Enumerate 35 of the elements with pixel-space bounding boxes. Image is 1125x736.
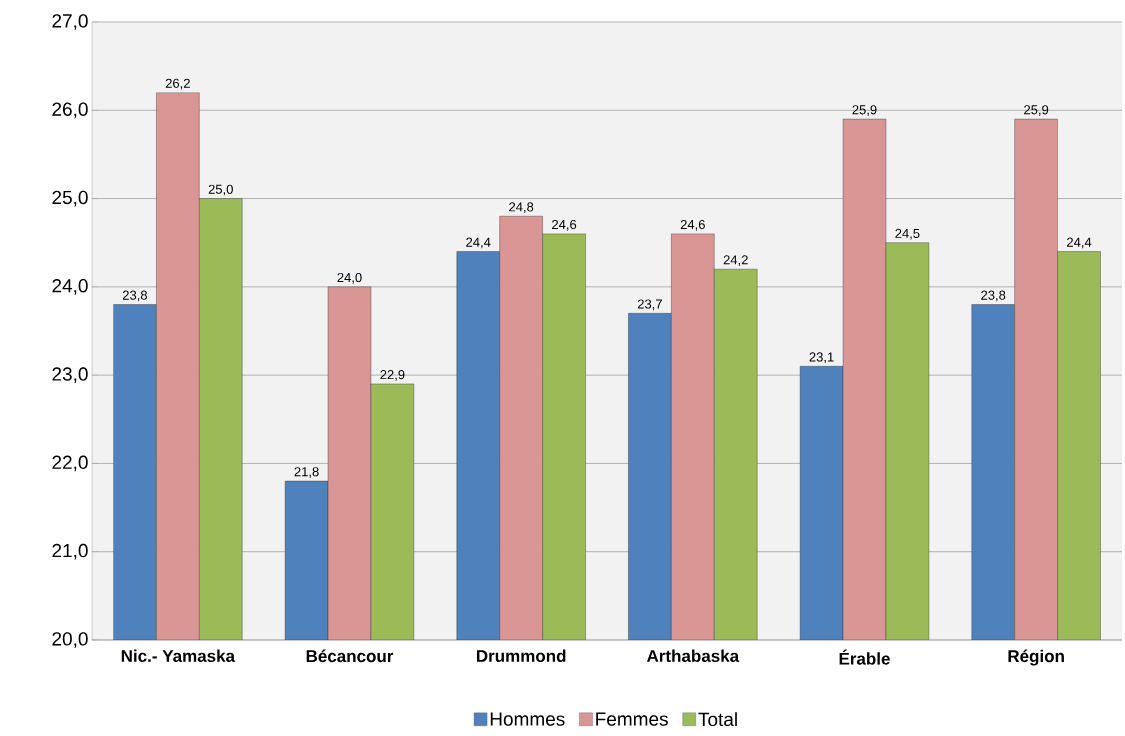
data-label: 24,4: [1067, 237, 1092, 249]
legend-label: Femmes: [596, 712, 668, 726]
x-tick-label: Arthabaska: [646, 649, 740, 663]
x-tick-label: Bécancour: [306, 649, 394, 663]
y-tick-label: 22,0: [52, 455, 88, 472]
y-tick-label: 21,0: [52, 543, 88, 560]
y-tick-label: 27,0: [52, 14, 88, 30]
data-label: 24,0: [337, 272, 362, 284]
data-label: 26,2: [165, 78, 190, 90]
y-tick-label: 23,0: [52, 367, 88, 383]
data-label: 21,8: [294, 467, 319, 478]
y-tick-label: 26,0: [52, 102, 88, 119]
x-tick-label: Érable: [839, 649, 890, 665]
data-label: 24,4: [466, 237, 491, 249]
y-tick-label: 25,0: [52, 190, 88, 207]
data-label: 25,0: [208, 184, 233, 196]
y-tick-label: 20,0: [52, 632, 88, 648]
data-label: 24,2: [723, 255, 748, 266]
data-label: 24,6: [552, 219, 577, 231]
legend-label: Hommes: [490, 712, 565, 726]
data-label: 23,8: [981, 290, 1006, 302]
data-label: 24,6: [680, 219, 705, 231]
data-label: 24,5: [895, 228, 920, 240]
x-tick-label: Nic.- Yamaska: [121, 649, 236, 663]
data-label: 25,9: [1024, 105, 1049, 116]
data-label: 25,9: [852, 105, 877, 116]
data-label: 23,1: [809, 352, 834, 364]
x-tick-label: Région: [1008, 649, 1064, 666]
data-label: 22,9: [380, 370, 405, 381]
legend-label: Total: [698, 712, 737, 727]
data-label: 23,8: [122, 290, 148, 302]
data-label: 23,7: [637, 299, 662, 311]
data-label: 24,8: [509, 202, 534, 214]
x-tick-label: Drummond: [476, 649, 566, 663]
y-tick-label: 24,0: [52, 279, 88, 295]
